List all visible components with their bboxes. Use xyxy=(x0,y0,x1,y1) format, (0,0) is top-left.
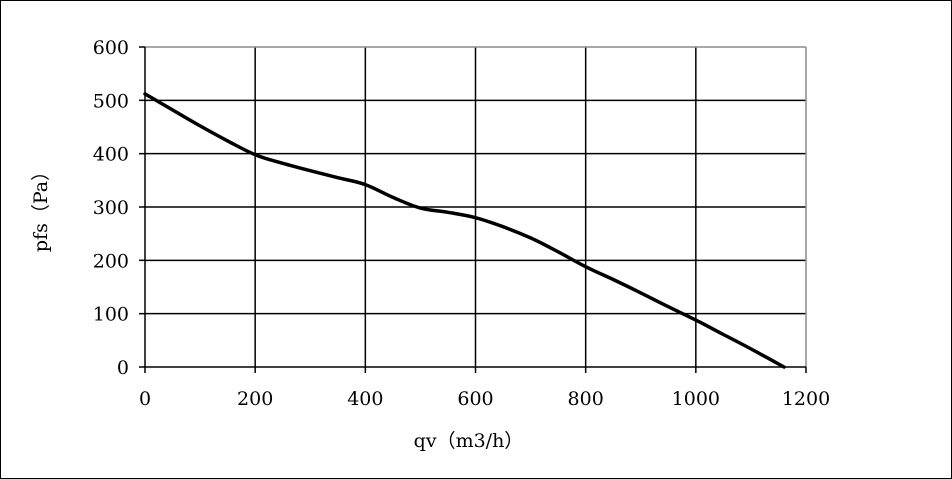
x-tick-label: 1200 xyxy=(782,388,830,410)
grid xyxy=(145,47,806,367)
y-tick-label: 600 xyxy=(93,37,129,59)
y-tick-label: 300 xyxy=(93,197,129,219)
y-tick-label: 200 xyxy=(93,250,129,272)
x-tick-label: 1000 xyxy=(672,388,720,410)
series-layer xyxy=(143,92,786,369)
x-tick-label: 800 xyxy=(568,388,604,410)
y-tick-label: 0 xyxy=(117,357,129,379)
x-tick-labels: 0 200 400 600 800 1000 1200 xyxy=(139,388,830,410)
y-tick-label: 400 xyxy=(93,144,129,166)
x-tick-label: 0 xyxy=(139,388,151,410)
y-tick-labels: 0 100 200 300 400 500 600 xyxy=(93,37,129,379)
x-tick-label: 200 xyxy=(237,388,273,410)
x-axis-title: qv（m3/h） xyxy=(414,430,524,452)
x-tick-label: 400 xyxy=(347,388,383,410)
plot-frame xyxy=(139,46,807,373)
series-line xyxy=(143,92,786,369)
y-tick-label: 100 xyxy=(93,304,129,326)
y-axis-title: pfs（Pa） xyxy=(30,162,52,252)
y-tick-label: 500 xyxy=(93,90,129,112)
x-tick-label: 600 xyxy=(457,388,493,410)
